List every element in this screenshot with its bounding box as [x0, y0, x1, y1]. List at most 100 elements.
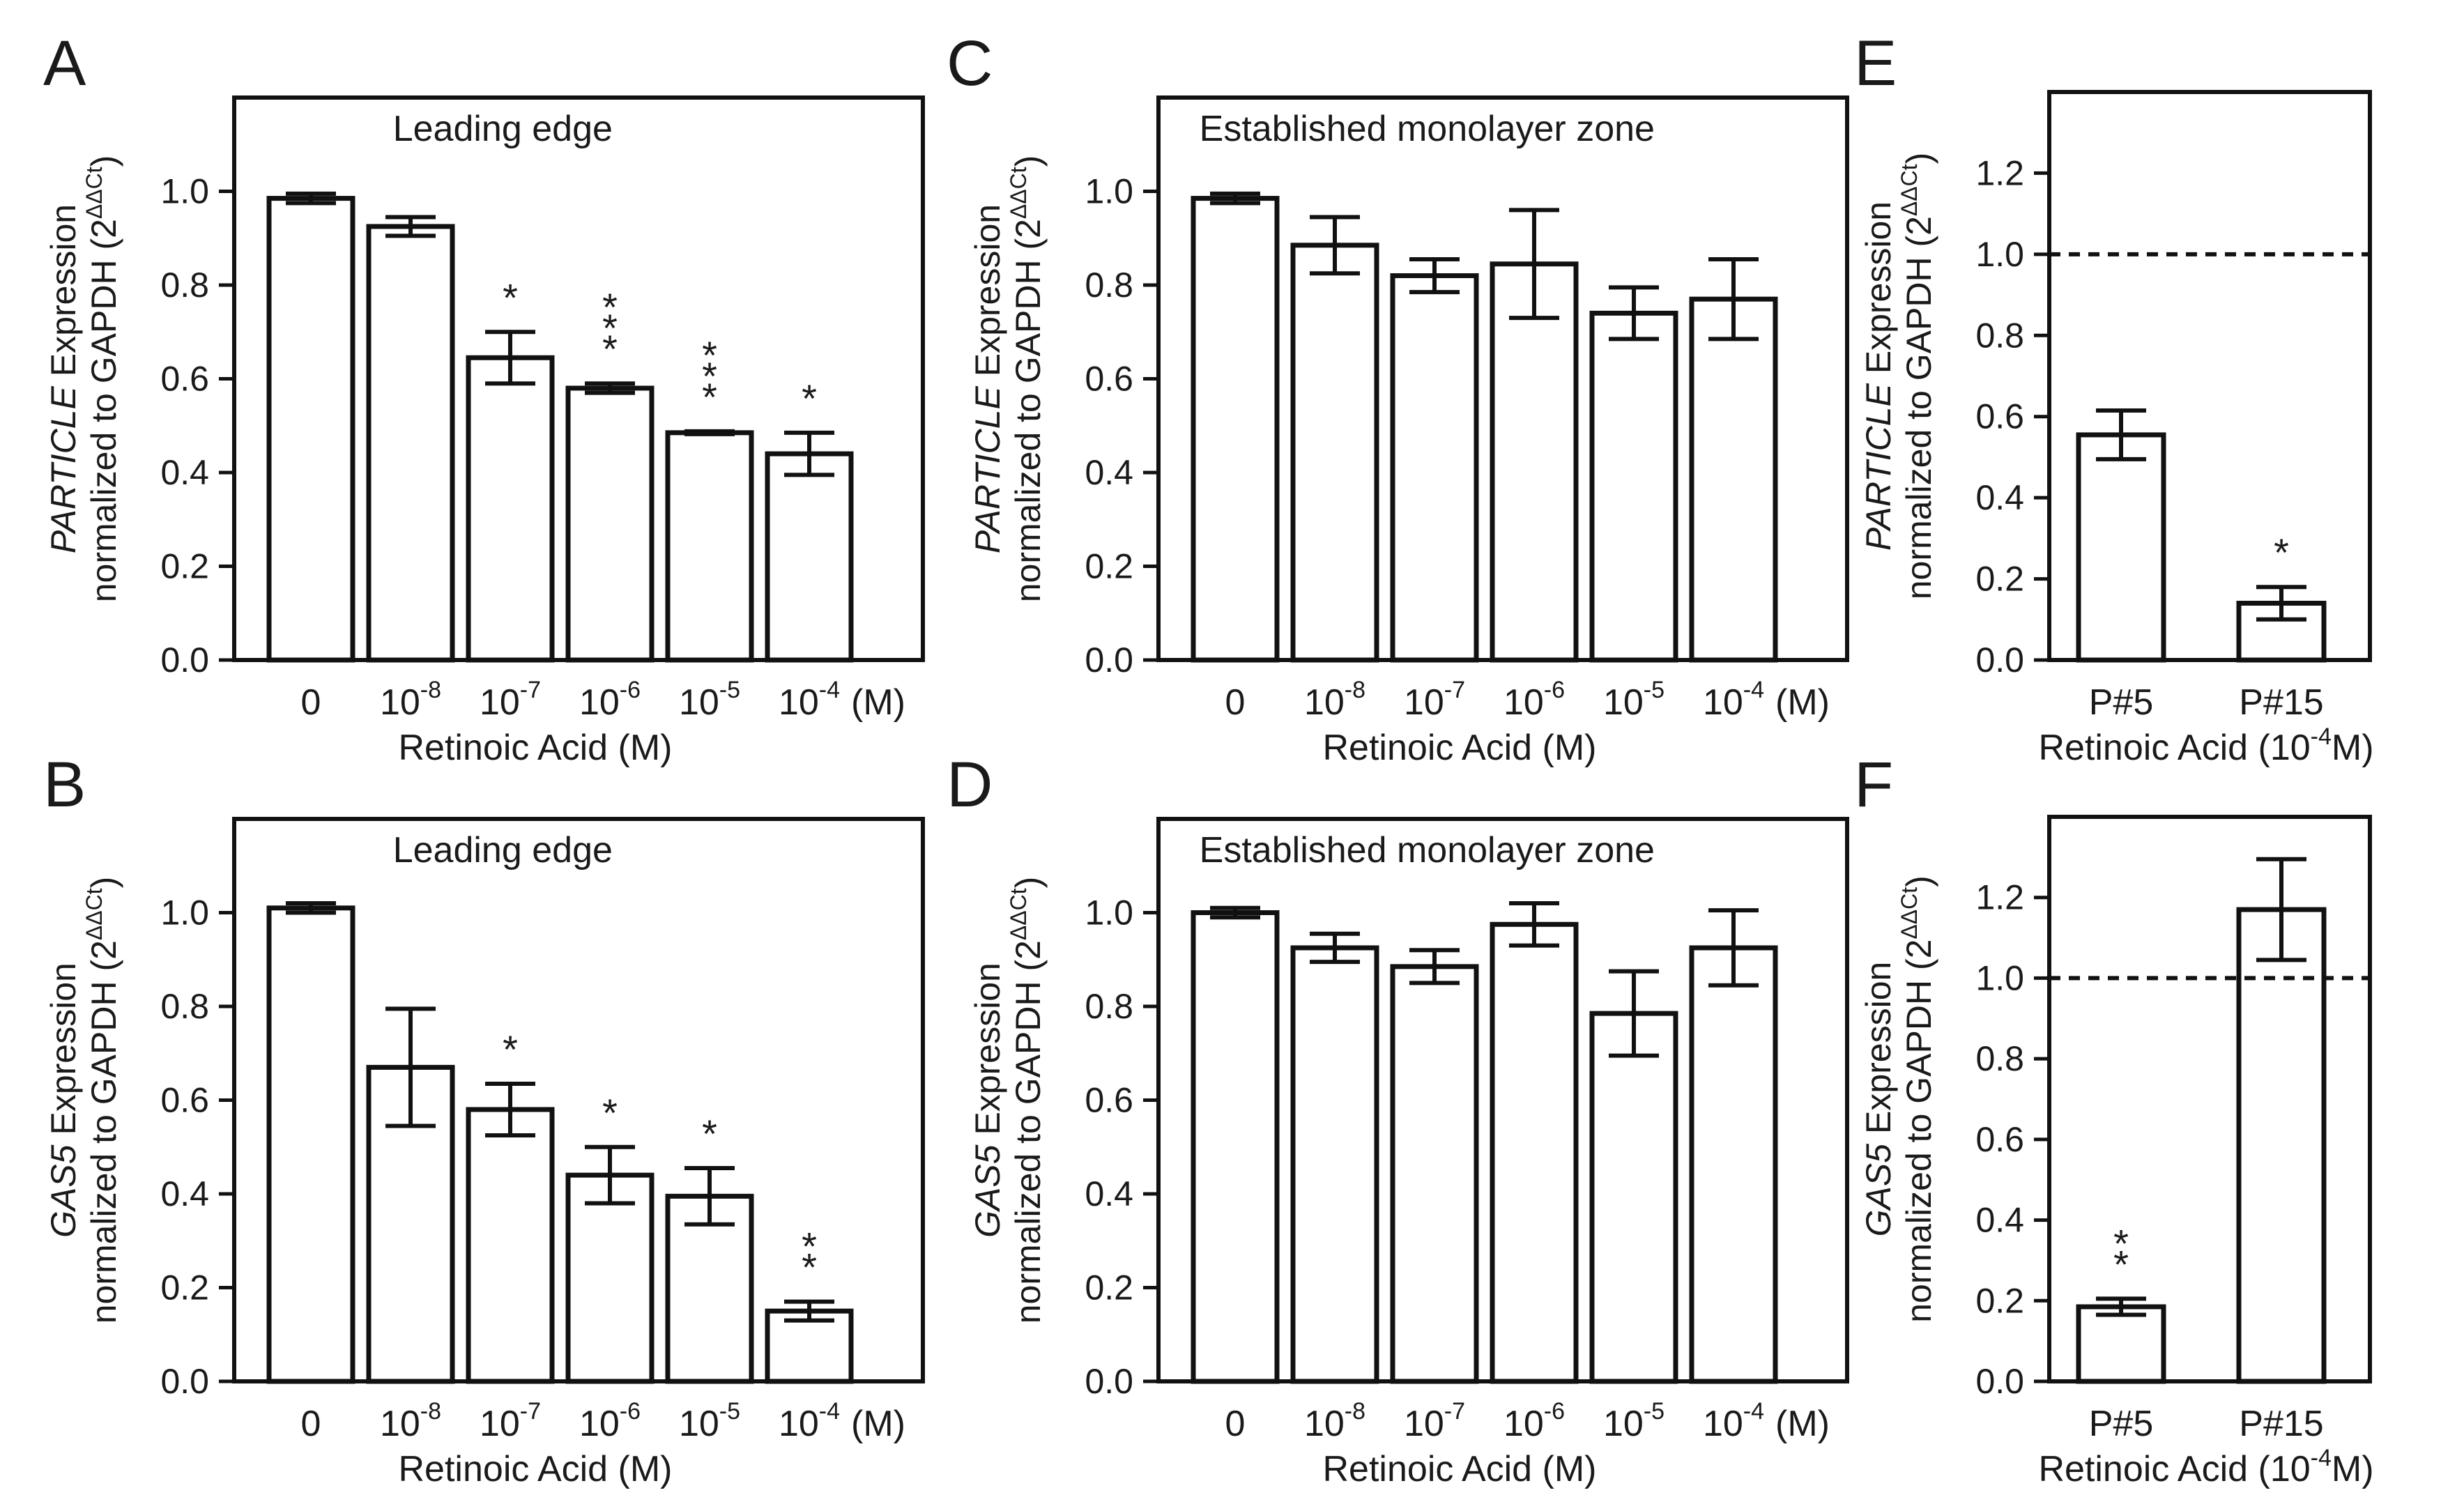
y-axis-label-line2: normalized to GAPDH (2ΔΔCt) [82, 877, 123, 1324]
y-tick-label: 0.8 [160, 987, 209, 1026]
panel-letter: D [947, 749, 993, 820]
significance-mark: * [602, 1091, 618, 1135]
panel-letter: A [43, 28, 86, 99]
y-tick-label: 1.0 [1085, 172, 1133, 211]
y-axis-label-line2: normalized to GAPDH (2ΔΔCt) [82, 155, 123, 603]
y-axis-label-line2: normalized to GAPDH (2ΔΔCt) [1897, 875, 1938, 1323]
x-axis-label: Retinoic Acid (M) [399, 728, 673, 768]
y-axis-label-line1: GAS5 Expression [1859, 962, 1898, 1237]
bar [466, 1107, 555, 1384]
x-tick-label: 10-7 [480, 1398, 541, 1444]
x-axis-label: Retinoic Acid (M) [399, 1449, 673, 1489]
y-tick-label: 0.6 [1975, 1120, 2024, 1159]
x-tick-sup: -4 [1743, 1398, 1764, 1425]
x-tick-label: 10-8 [1304, 677, 1365, 723]
y-axis-gene: PARTICLE [44, 386, 83, 554]
x-tick-label: 10-7 [1404, 677, 1465, 723]
y-tick-label: 0.0 [1085, 1362, 1133, 1401]
panel-title: Leading edge [393, 109, 613, 149]
y-tick-label: 0.6 [160, 1081, 209, 1120]
significance-mark: * [802, 376, 817, 420]
x-tick-label: 10-4 [1703, 1398, 1764, 1444]
x-tick-base: 10 [1304, 682, 1345, 723]
significance-mark: * [602, 285, 618, 329]
x-tick-sup: -4 [1743, 677, 1764, 703]
x-tick-label: 10-6 [1503, 1398, 1565, 1444]
x-axis-label-text: Retinoic Acid (10 [2038, 728, 2310, 768]
significance-mark: * [702, 375, 717, 419]
bar [1589, 1011, 1678, 1384]
x-tick-label: 10-8 [1304, 1398, 1365, 1444]
y-tick-label: 0.8 [1085, 987, 1133, 1026]
y-tick-label: 0.8 [1975, 1039, 2024, 1078]
y-axis-sup: ΔΔCt [1006, 167, 1031, 219]
x-tick-base: 10 [679, 1404, 719, 1444]
y-axis-label-line1: PARTICLE Expression [968, 204, 1007, 553]
panel-title: Established monolayer zone [1200, 830, 1655, 870]
y-axis-word: Expression [44, 962, 83, 1144]
panel-letter: B [43, 749, 86, 820]
x-tick-label: 0 [301, 682, 321, 723]
x-tick-label: 10-6 [579, 677, 641, 723]
bar [765, 1308, 854, 1384]
x-tick-label: 10-6 [579, 1398, 641, 1444]
bar [1390, 964, 1479, 1384]
bar [2076, 1304, 2166, 1384]
y-tick-label: 0.6 [160, 360, 209, 399]
x-tick-sup: -7 [520, 1398, 541, 1425]
y-tick-label: 1.0 [1975, 958, 2024, 997]
x-tick-base: 10 [1503, 682, 1544, 723]
y-axis-label-line1: PARTICLE Expression [44, 204, 83, 553]
y-axis-norm: normalized to GAPDH (2 [84, 219, 123, 602]
bar [1689, 296, 1778, 663]
y-axis-label-line1: PARTICLE Expression [1859, 201, 1898, 551]
panel-f: F GAS5 Expression normalized to GAPDH (2… [1854, 749, 2374, 1489]
y-tick-label: 0.2 [1975, 1281, 2024, 1320]
significance-mark: * [2113, 1242, 2129, 1286]
x-tick-label: 0 [301, 1404, 321, 1444]
bar [266, 905, 355, 1384]
bar [1589, 310, 1678, 663]
x-axis-label-text: Retinoic Acid (10 [2038, 1449, 2310, 1489]
x-tick-base: 10 [579, 1404, 620, 1444]
x-tick-base: 0 [301, 682, 321, 723]
y-tick-label: 0.6 [1085, 360, 1133, 399]
x-tick-base: 10 [1703, 1404, 1743, 1444]
y-axis-gene: PARTICLE [1859, 383, 1898, 551]
y-tick-label: 1.0 [1975, 235, 2024, 274]
significance-mark: * [802, 1245, 817, 1289]
y-tick-label: 0.0 [1085, 641, 1133, 680]
significance-mark: * [702, 333, 717, 377]
x-axis-unit: (M) [851, 682, 905, 723]
x-tick-label: 10-5 [1603, 677, 1665, 723]
x-axis-label: Retinoic Acid (M) [1323, 728, 1597, 768]
y-axis-norm: normalized to GAPDH (2 [1009, 940, 1048, 1324]
x-tick-sup: -6 [1544, 1398, 1565, 1425]
y-axis-gene: GAS5 [968, 1144, 1007, 1238]
y-tick-label: 0.8 [1085, 266, 1133, 305]
x-tick-base: P#15 [2239, 682, 2323, 723]
y-axis-sup: ΔΔCt [1897, 887, 1922, 939]
y-tick-label: 0.8 [1975, 316, 2024, 355]
y-axis-sup: ΔΔCt [1006, 888, 1031, 940]
x-tick-label: 10-6 [1503, 677, 1565, 723]
bar [765, 451, 854, 663]
bar [1191, 196, 1280, 663]
y-axis-close: ) [1009, 155, 1048, 167]
y-tick-label: 1.2 [1975, 153, 2024, 192]
x-tick-sup: -5 [719, 677, 740, 703]
panel-title: Established monolayer zone [1200, 109, 1655, 149]
y-axis-label-line2: normalized to GAPDH (2ΔΔCt) [1006, 155, 1048, 603]
significance-mark: * [503, 1027, 518, 1071]
significance-mark: * [602, 327, 618, 371]
plot-frame [2047, 815, 2372, 1383]
y-tick-label: 0.6 [1085, 1081, 1133, 1120]
y-axis-word: Expression [44, 204, 83, 386]
significance-mark: * [2274, 530, 2289, 574]
y-tick-label: 0.0 [1975, 1362, 2024, 1401]
x-axis-unit: (M) [851, 1404, 905, 1444]
x-axis-label-close: M) [2332, 728, 2374, 768]
y-tick-label: 0.6 [1975, 397, 2024, 436]
panel-c: C Established monolayer zone PARTICLE Ex… [947, 28, 1849, 768]
